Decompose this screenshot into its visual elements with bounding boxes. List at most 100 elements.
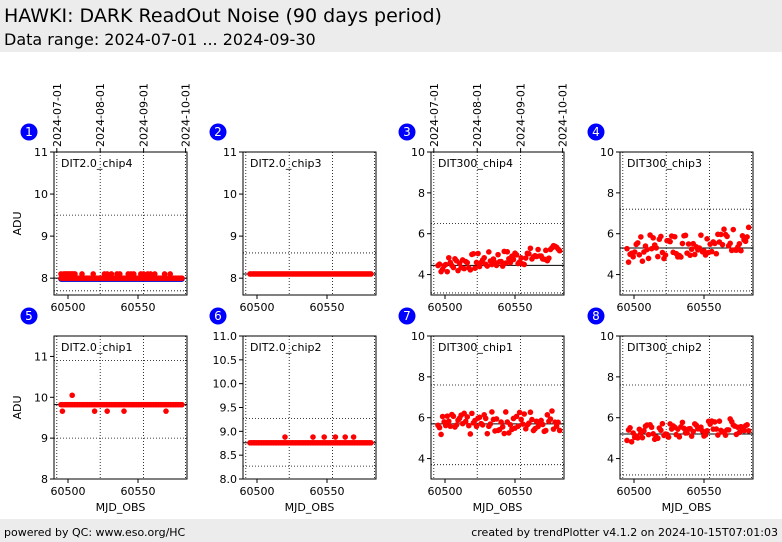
data-point bbox=[484, 263, 491, 269]
data-point bbox=[627, 425, 633, 431]
y-tick-label: 10 bbox=[411, 146, 425, 159]
y-tick-label: 10 bbox=[600, 330, 614, 343]
footer-powered-by[interactable]: powered by QC: www.eso.org/HC bbox=[4, 526, 186, 539]
chart-panel-1: 1 DIT2.0_chip4 8 9 10 11 60500 60550 ADU 2024-07-… bbox=[11, 83, 193, 314]
footer-created-by: created by trendPlotter v4.1.2 on 2024-1… bbox=[471, 526, 778, 539]
data-point bbox=[658, 233, 664, 240]
data-point bbox=[464, 414, 471, 420]
data-point bbox=[699, 428, 706, 434]
data-point bbox=[544, 412, 551, 418]
data-point bbox=[638, 234, 644, 240]
data-point bbox=[502, 260, 509, 266]
data-point bbox=[543, 247, 549, 254]
data-point bbox=[687, 252, 693, 259]
x-tick-label: 60550 bbox=[310, 301, 345, 314]
data-point bbox=[439, 413, 446, 420]
y-tick-label: 4 bbox=[607, 453, 614, 466]
data-point bbox=[473, 259, 480, 266]
data-point bbox=[117, 271, 123, 277]
data-point bbox=[655, 435, 661, 442]
data-point bbox=[147, 271, 154, 277]
data-point bbox=[484, 430, 491, 437]
data-point bbox=[529, 416, 535, 423]
data-point bbox=[679, 240, 686, 247]
data-point bbox=[636, 252, 643, 258]
y-tick-label: 9 bbox=[230, 230, 237, 243]
data-point bbox=[519, 421, 526, 427]
chart-panel-7: 7 DIT300_chip1 4 6 8 10 60500 60550 MJD_OBS bbox=[398, 307, 565, 514]
charts-canvas: 1 DIT2.0_chip4 8 9 10 11 60500 60550 ADU 2024-07-… bbox=[11, 83, 754, 514]
x-tick-label: 60550 bbox=[310, 485, 345, 498]
data-point bbox=[730, 226, 737, 233]
y-tick-label: 8 bbox=[41, 473, 48, 486]
data-point bbox=[667, 238, 673, 245]
data-point bbox=[453, 422, 460, 428]
x-tick-label: 60500 bbox=[240, 485, 275, 498]
date-tick-label: 2024-08-01 bbox=[94, 83, 107, 147]
series-label: DIT300_chip2 bbox=[627, 341, 702, 354]
data-point bbox=[350, 434, 357, 440]
y-tick-label: 11 bbox=[34, 350, 48, 363]
data-point bbox=[645, 255, 652, 262]
plot-frame bbox=[619, 335, 754, 480]
y-tick-label: 8 bbox=[230, 272, 237, 285]
x-tick-label: 60550 bbox=[498, 485, 533, 498]
data-point bbox=[450, 413, 457, 420]
data-point bbox=[481, 254, 488, 261]
data-point bbox=[515, 423, 521, 430]
data-point bbox=[502, 409, 509, 415]
data-point bbox=[310, 434, 316, 440]
y-tick-label: 10.0 bbox=[213, 378, 238, 391]
panel-number-badge bbox=[209, 123, 227, 141]
data-point bbox=[704, 236, 710, 242]
data-point bbox=[332, 434, 339, 440]
footer-bar: powered by QC: www.eso.org/HC created by… bbox=[0, 519, 782, 542]
x-tick-label: 60550 bbox=[498, 301, 533, 314]
y-tick-label: 8.0 bbox=[220, 473, 238, 486]
chart-panel-2: 2 DIT2.0_chip3 8 9 10 11 60500 60550 bbox=[209, 123, 377, 314]
data-point bbox=[69, 392, 75, 399]
data-point bbox=[631, 249, 638, 255]
data-point bbox=[682, 232, 689, 239]
y-tick-label: 8 bbox=[607, 187, 614, 200]
data-point bbox=[79, 271, 85, 277]
plot-frame bbox=[242, 335, 377, 480]
y-axis-label: ADU bbox=[11, 395, 24, 419]
data-point bbox=[464, 259, 471, 266]
data-point bbox=[475, 250, 481, 257]
data-point bbox=[436, 261, 443, 267]
data-point bbox=[716, 418, 723, 424]
y-tick-label: 11 bbox=[34, 146, 48, 159]
panel-number-label: 7 bbox=[403, 309, 411, 323]
data-point bbox=[445, 418, 452, 425]
data-point bbox=[91, 408, 98, 414]
data-point bbox=[738, 247, 744, 254]
x-tick-label: 60500 bbox=[51, 485, 86, 498]
data-point bbox=[121, 408, 127, 414]
date-tick-label: 2024-10-01 bbox=[557, 83, 570, 147]
date-tick-label: 2024-09-01 bbox=[515, 83, 528, 147]
y-tick-label: 10 bbox=[411, 330, 425, 343]
data-point bbox=[469, 410, 475, 417]
data-point bbox=[745, 224, 752, 231]
data-point bbox=[639, 258, 646, 264]
data-point bbox=[472, 265, 478, 271]
series-label: DIT2.0_chip1 bbox=[61, 341, 132, 354]
y-tick-label: 8 bbox=[418, 187, 425, 200]
data-point bbox=[342, 434, 349, 440]
data-point bbox=[546, 255, 552, 261]
data-point bbox=[527, 245, 534, 252]
data-point bbox=[442, 261, 449, 268]
x-tick-label: 60500 bbox=[428, 485, 463, 498]
data-point bbox=[501, 430, 508, 437]
data-point bbox=[549, 408, 555, 414]
data-point bbox=[510, 256, 517, 263]
data-point bbox=[704, 427, 710, 434]
data-point bbox=[722, 432, 729, 438]
data-point bbox=[624, 437, 630, 444]
data-point bbox=[436, 424, 443, 431]
data-point bbox=[708, 248, 715, 255]
series-label: DIT2.0_chip4 bbox=[61, 157, 132, 170]
data-point bbox=[493, 416, 500, 422]
